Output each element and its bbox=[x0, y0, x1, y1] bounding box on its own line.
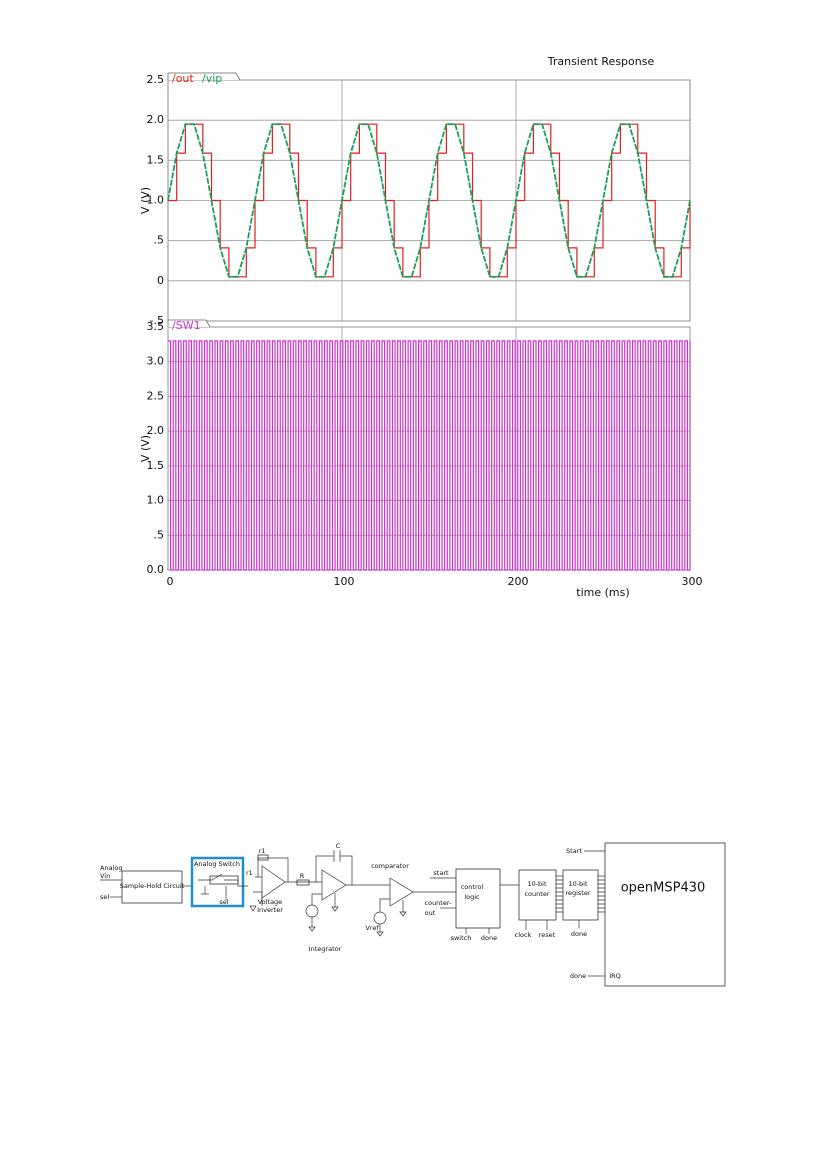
label: r1 bbox=[259, 847, 266, 855]
source bbox=[373, 911, 387, 925]
legend-entry: /vip bbox=[202, 72, 222, 85]
label: switch bbox=[451, 934, 472, 942]
y-tick-label: 3.0 bbox=[147, 355, 165, 368]
x-axis-label: time (ms) bbox=[576, 586, 629, 599]
label: r1 bbox=[246, 869, 253, 877]
block-label: Analog Switch bbox=[194, 860, 240, 868]
label: counter- bbox=[425, 899, 453, 907]
label: Analog bbox=[100, 864, 122, 872]
series-line bbox=[167, 123, 691, 278]
bus bbox=[578, 875, 605, 928]
block-label: register bbox=[565, 889, 590, 897]
feedback bbox=[257, 857, 289, 882]
label: Integrator bbox=[309, 945, 342, 953]
block bbox=[562, 869, 599, 921]
resistor bbox=[296, 879, 310, 886]
y-tick-label: 2.5 bbox=[147, 73, 165, 86]
x-tick-label: 200 bbox=[508, 575, 529, 588]
y-tick-label: 1.0 bbox=[147, 494, 165, 507]
label: out bbox=[425, 909, 436, 917]
label: done bbox=[570, 972, 586, 980]
label: Voltage bbox=[258, 898, 282, 906]
y-tick-label: 0 bbox=[157, 274, 164, 287]
label: R bbox=[300, 872, 305, 880]
block-label: 10-bit bbox=[527, 880, 547, 888]
y-tick-label: 1.5 bbox=[147, 459, 165, 472]
wire bbox=[465, 884, 519, 934]
mcu-label: openMSP430 bbox=[621, 881, 706, 896]
y-axis-label: V (V) bbox=[139, 435, 152, 462]
block bbox=[518, 869, 557, 921]
series-line bbox=[168, 340, 691, 571]
y-tick-label: 2.0 bbox=[147, 113, 165, 126]
resistor bbox=[257, 854, 269, 861]
y-tick-label: .5 bbox=[154, 234, 165, 247]
bus bbox=[525, 875, 563, 930]
y-tick-label: 1.0 bbox=[147, 194, 165, 207]
wire bbox=[376, 891, 456, 937]
switch-symbol bbox=[198, 873, 248, 900]
y-axis-label: V (V) bbox=[139, 187, 152, 214]
label: IRQ bbox=[609, 972, 621, 980]
x-tick-label: 0 bbox=[167, 575, 174, 588]
label: Vref bbox=[365, 924, 379, 932]
block bbox=[455, 868, 501, 929]
label: start bbox=[433, 869, 449, 877]
opamp bbox=[321, 869, 347, 901]
source bbox=[305, 904, 319, 918]
y-tick-label: .5 bbox=[154, 528, 165, 541]
chart-title: Transient Response bbox=[547, 55, 655, 68]
label: Start bbox=[566, 847, 582, 855]
label: Vin bbox=[100, 872, 110, 880]
figure-charts: 2.5 2.0 1.5 1.0 .5 0 -.5/out/vip V (V) Transient… bbox=[139, 55, 703, 599]
label: clock bbox=[515, 931, 532, 939]
capacitor-wire bbox=[315, 850, 353, 885]
comparator bbox=[389, 877, 414, 907]
legend-entry: /SW1 bbox=[172, 319, 201, 332]
block-label: 10-bit bbox=[568, 880, 588, 888]
wire bbox=[308, 893, 339, 932]
label: done bbox=[571, 930, 587, 938]
legend-tab bbox=[167, 319, 211, 328]
label: Inverter bbox=[257, 906, 283, 914]
legend-tab bbox=[167, 72, 241, 81]
label: reset bbox=[539, 931, 556, 939]
label: comparator bbox=[371, 862, 409, 870]
y-tick-label: 2.5 bbox=[147, 389, 165, 402]
label: C bbox=[336, 842, 341, 850]
x-tick-label: 300 bbox=[682, 575, 703, 588]
x-tick-label: 100 bbox=[334, 575, 355, 588]
block-label: counter bbox=[524, 890, 549, 898]
switch-inner bbox=[209, 875, 239, 885]
switch-block bbox=[190, 856, 245, 908]
opamp bbox=[261, 865, 286, 899]
label: sel bbox=[100, 893, 109, 901]
y-tick-label: 1.5 bbox=[147, 153, 165, 166]
y-tick-label: 3.5 bbox=[147, 320, 165, 333]
wire bbox=[249, 876, 263, 912]
label: done bbox=[481, 934, 497, 942]
block bbox=[121, 870, 183, 904]
block-label: logic bbox=[464, 893, 480, 901]
y-tick-label: 2.0 bbox=[147, 424, 165, 437]
block-diagram: Analog Vin sel Sample-Hold Circuit Analo… bbox=[100, 842, 726, 987]
legend-entry: /out bbox=[172, 72, 194, 85]
y-tick-label: -.5 bbox=[150, 314, 164, 327]
mcu-block bbox=[604, 842, 726, 987]
block-label: control bbox=[461, 883, 484, 891]
y-tick-label: 0.0 bbox=[147, 563, 165, 576]
label: sel bbox=[219, 898, 228, 906]
block-label: Sample-Hold Circuit bbox=[120, 882, 185, 890]
